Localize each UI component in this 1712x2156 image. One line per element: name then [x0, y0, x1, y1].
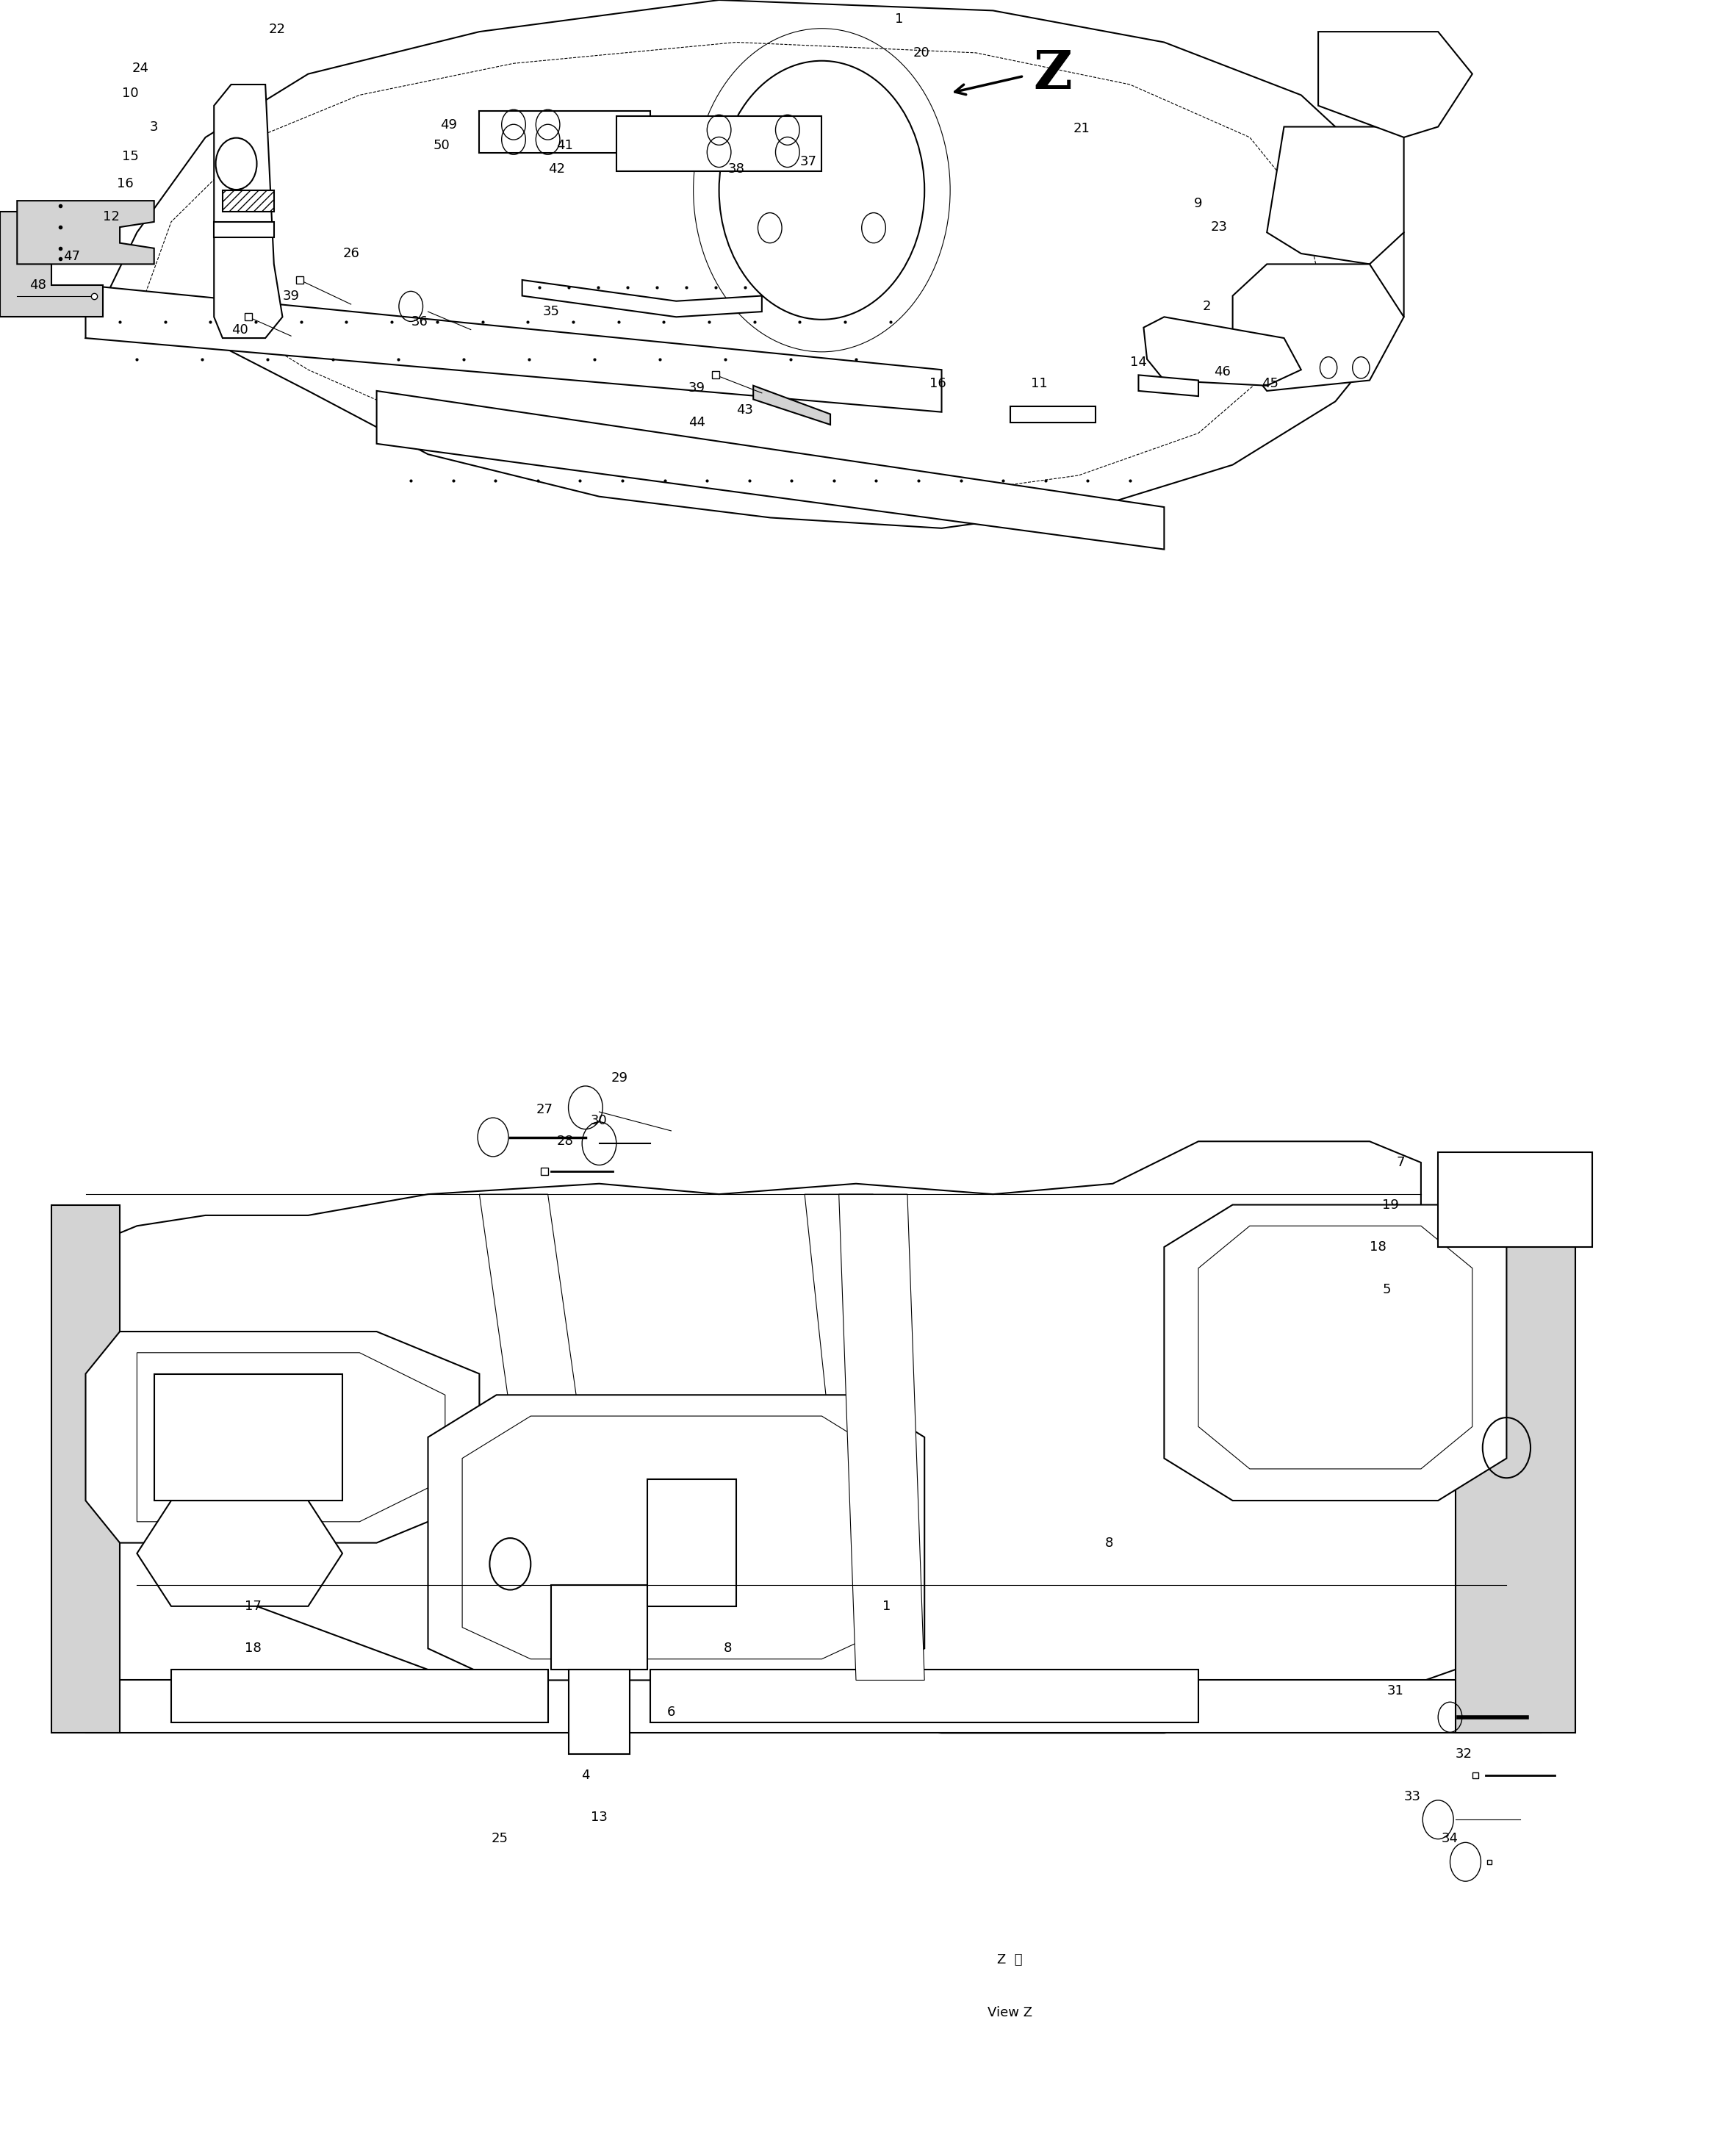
- Text: Z  视: Z 视: [998, 1953, 1022, 1966]
- Polygon shape: [753, 386, 830, 425]
- Text: 30: 30: [591, 1115, 608, 1128]
- Text: 47: 47: [63, 250, 80, 263]
- Text: 42: 42: [548, 162, 565, 175]
- Text: 40: 40: [231, 323, 248, 336]
- Text: 10: 10: [122, 86, 139, 99]
- Polygon shape: [479, 1194, 616, 1680]
- Polygon shape: [1164, 1205, 1507, 1501]
- Polygon shape: [1267, 127, 1404, 265]
- Text: 29: 29: [611, 1072, 628, 1084]
- Text: 44: 44: [688, 416, 705, 429]
- Text: 5: 5: [1383, 1283, 1390, 1296]
- Text: 19: 19: [1382, 1199, 1399, 1212]
- Text: 32: 32: [1455, 1749, 1472, 1761]
- Text: 4: 4: [582, 1768, 589, 1781]
- Polygon shape: [51, 1205, 120, 1733]
- Text: 18: 18: [1370, 1240, 1387, 1253]
- Text: 48: 48: [29, 278, 46, 291]
- Text: 49: 49: [440, 119, 457, 132]
- Text: 13: 13: [591, 1811, 608, 1824]
- Polygon shape: [647, 1479, 736, 1606]
- Polygon shape: [1198, 1227, 1472, 1468]
- Text: 50: 50: [433, 140, 450, 153]
- Polygon shape: [377, 390, 1164, 550]
- Text: Z: Z: [1034, 47, 1072, 99]
- Text: 15: 15: [122, 149, 139, 164]
- Text: 6: 6: [668, 1705, 675, 1718]
- Text: 23: 23: [1210, 220, 1228, 233]
- Polygon shape: [137, 1352, 445, 1522]
- Polygon shape: [86, 285, 942, 412]
- Text: 8: 8: [1106, 1537, 1113, 1550]
- Text: 46: 46: [1214, 364, 1231, 379]
- Polygon shape: [462, 1416, 890, 1660]
- Circle shape: [861, 213, 885, 244]
- Polygon shape: [1010, 407, 1096, 423]
- Text: 8: 8: [724, 1643, 731, 1656]
- Circle shape: [758, 213, 782, 244]
- Text: 22: 22: [269, 24, 286, 37]
- Polygon shape: [86, 1141, 1541, 1733]
- Text: 3: 3: [151, 121, 158, 134]
- Text: 27: 27: [536, 1104, 553, 1117]
- Polygon shape: [86, 1680, 1541, 1733]
- Polygon shape: [1138, 375, 1198, 397]
- Polygon shape: [17, 201, 154, 265]
- Text: 16: 16: [116, 177, 134, 190]
- Polygon shape: [1318, 32, 1472, 138]
- Polygon shape: [522, 280, 762, 317]
- Polygon shape: [428, 1395, 924, 1680]
- Polygon shape: [479, 110, 651, 153]
- Text: 43: 43: [736, 403, 753, 416]
- Polygon shape: [1455, 1162, 1575, 1733]
- Polygon shape: [551, 1585, 647, 1669]
- Text: 17: 17: [245, 1600, 262, 1613]
- Text: 45: 45: [1262, 377, 1279, 390]
- Text: 25: 25: [491, 1833, 508, 1846]
- Text: 12: 12: [103, 209, 120, 224]
- Polygon shape: [0, 211, 103, 317]
- Text: 39: 39: [282, 289, 300, 302]
- Text: 11: 11: [1031, 377, 1048, 390]
- Text: 1: 1: [895, 13, 902, 26]
- Text: 34: 34: [1442, 1833, 1459, 1846]
- Polygon shape: [86, 1332, 479, 1544]
- Text: 21: 21: [1073, 123, 1091, 136]
- Polygon shape: [214, 84, 282, 338]
- Text: 24: 24: [132, 63, 149, 75]
- Text: 36: 36: [411, 315, 428, 330]
- Text: 7: 7: [1397, 1156, 1404, 1169]
- Text: 38: 38: [728, 162, 745, 175]
- Polygon shape: [568, 1669, 630, 1755]
- Polygon shape: [805, 1194, 924, 1680]
- Text: 18: 18: [245, 1643, 262, 1656]
- Polygon shape: [223, 190, 274, 211]
- Text: 41: 41: [556, 140, 574, 153]
- Polygon shape: [214, 222, 274, 237]
- Polygon shape: [171, 1669, 548, 1723]
- Polygon shape: [154, 1373, 342, 1501]
- Text: 26: 26: [342, 248, 360, 261]
- Polygon shape: [137, 1501, 342, 1606]
- Text: 33: 33: [1404, 1789, 1421, 1802]
- Text: 1: 1: [883, 1600, 890, 1613]
- Text: 37: 37: [800, 155, 817, 168]
- Text: 16: 16: [930, 377, 947, 390]
- Polygon shape: [616, 116, 822, 170]
- Polygon shape: [839, 1194, 924, 1680]
- Text: 35: 35: [543, 304, 560, 319]
- Polygon shape: [1233, 265, 1404, 390]
- Text: View Z: View Z: [988, 2007, 1032, 2020]
- Polygon shape: [1144, 317, 1301, 386]
- Polygon shape: [651, 1669, 1198, 1723]
- Text: 31: 31: [1387, 1684, 1404, 1697]
- Text: 14: 14: [1130, 356, 1147, 369]
- Text: 20: 20: [912, 45, 930, 60]
- Text: 39: 39: [688, 382, 705, 395]
- Text: 28: 28: [556, 1134, 574, 1147]
- Text: 9: 9: [1195, 198, 1202, 211]
- Polygon shape: [1438, 1151, 1592, 1246]
- Text: 2: 2: [1204, 300, 1210, 313]
